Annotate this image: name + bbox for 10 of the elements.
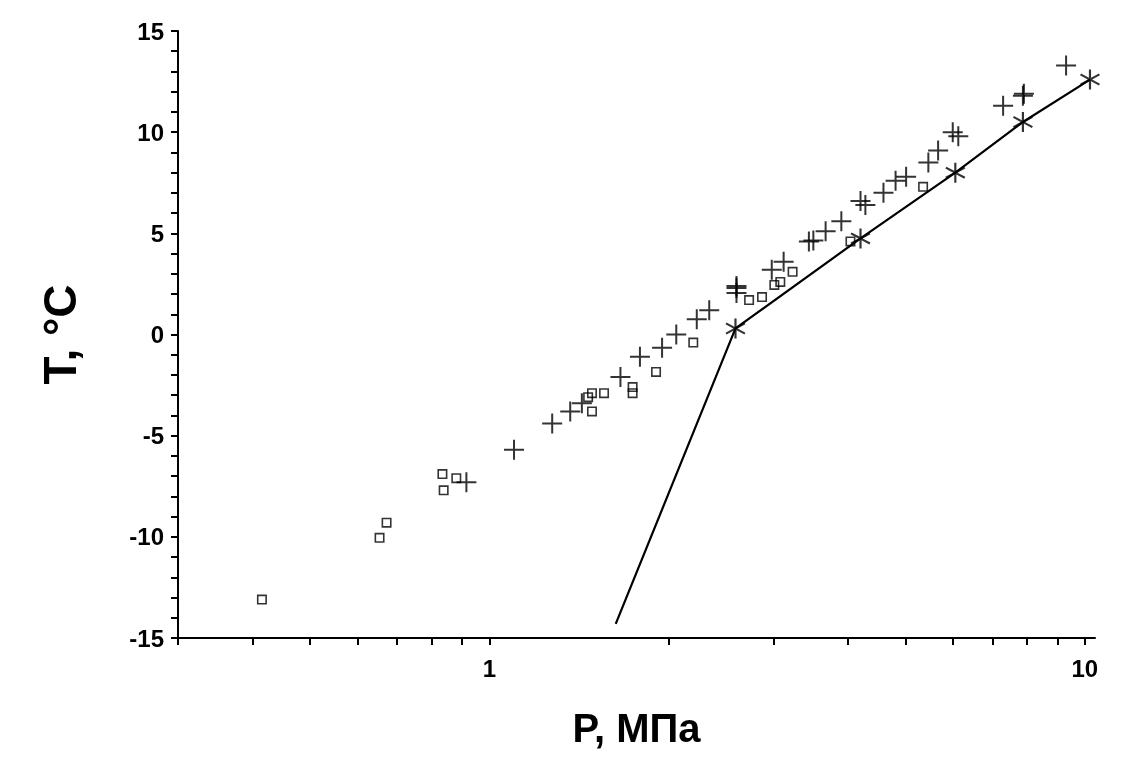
y-tick-label: -15 (129, 624, 164, 652)
x-tick-label: 1 (482, 654, 497, 682)
y-tick-label: 5 (150, 219, 164, 247)
y-tick-label: -10 (129, 523, 164, 551)
y-tick-label: 10 (137, 118, 164, 146)
x-axis-title: P, МПа (572, 706, 702, 750)
y-tick-label: 15 (137, 17, 164, 45)
y-tick-label: -5 (142, 422, 164, 450)
y-axis-title: T, °C (34, 284, 86, 385)
y-tick-label: 0 (150, 321, 164, 348)
